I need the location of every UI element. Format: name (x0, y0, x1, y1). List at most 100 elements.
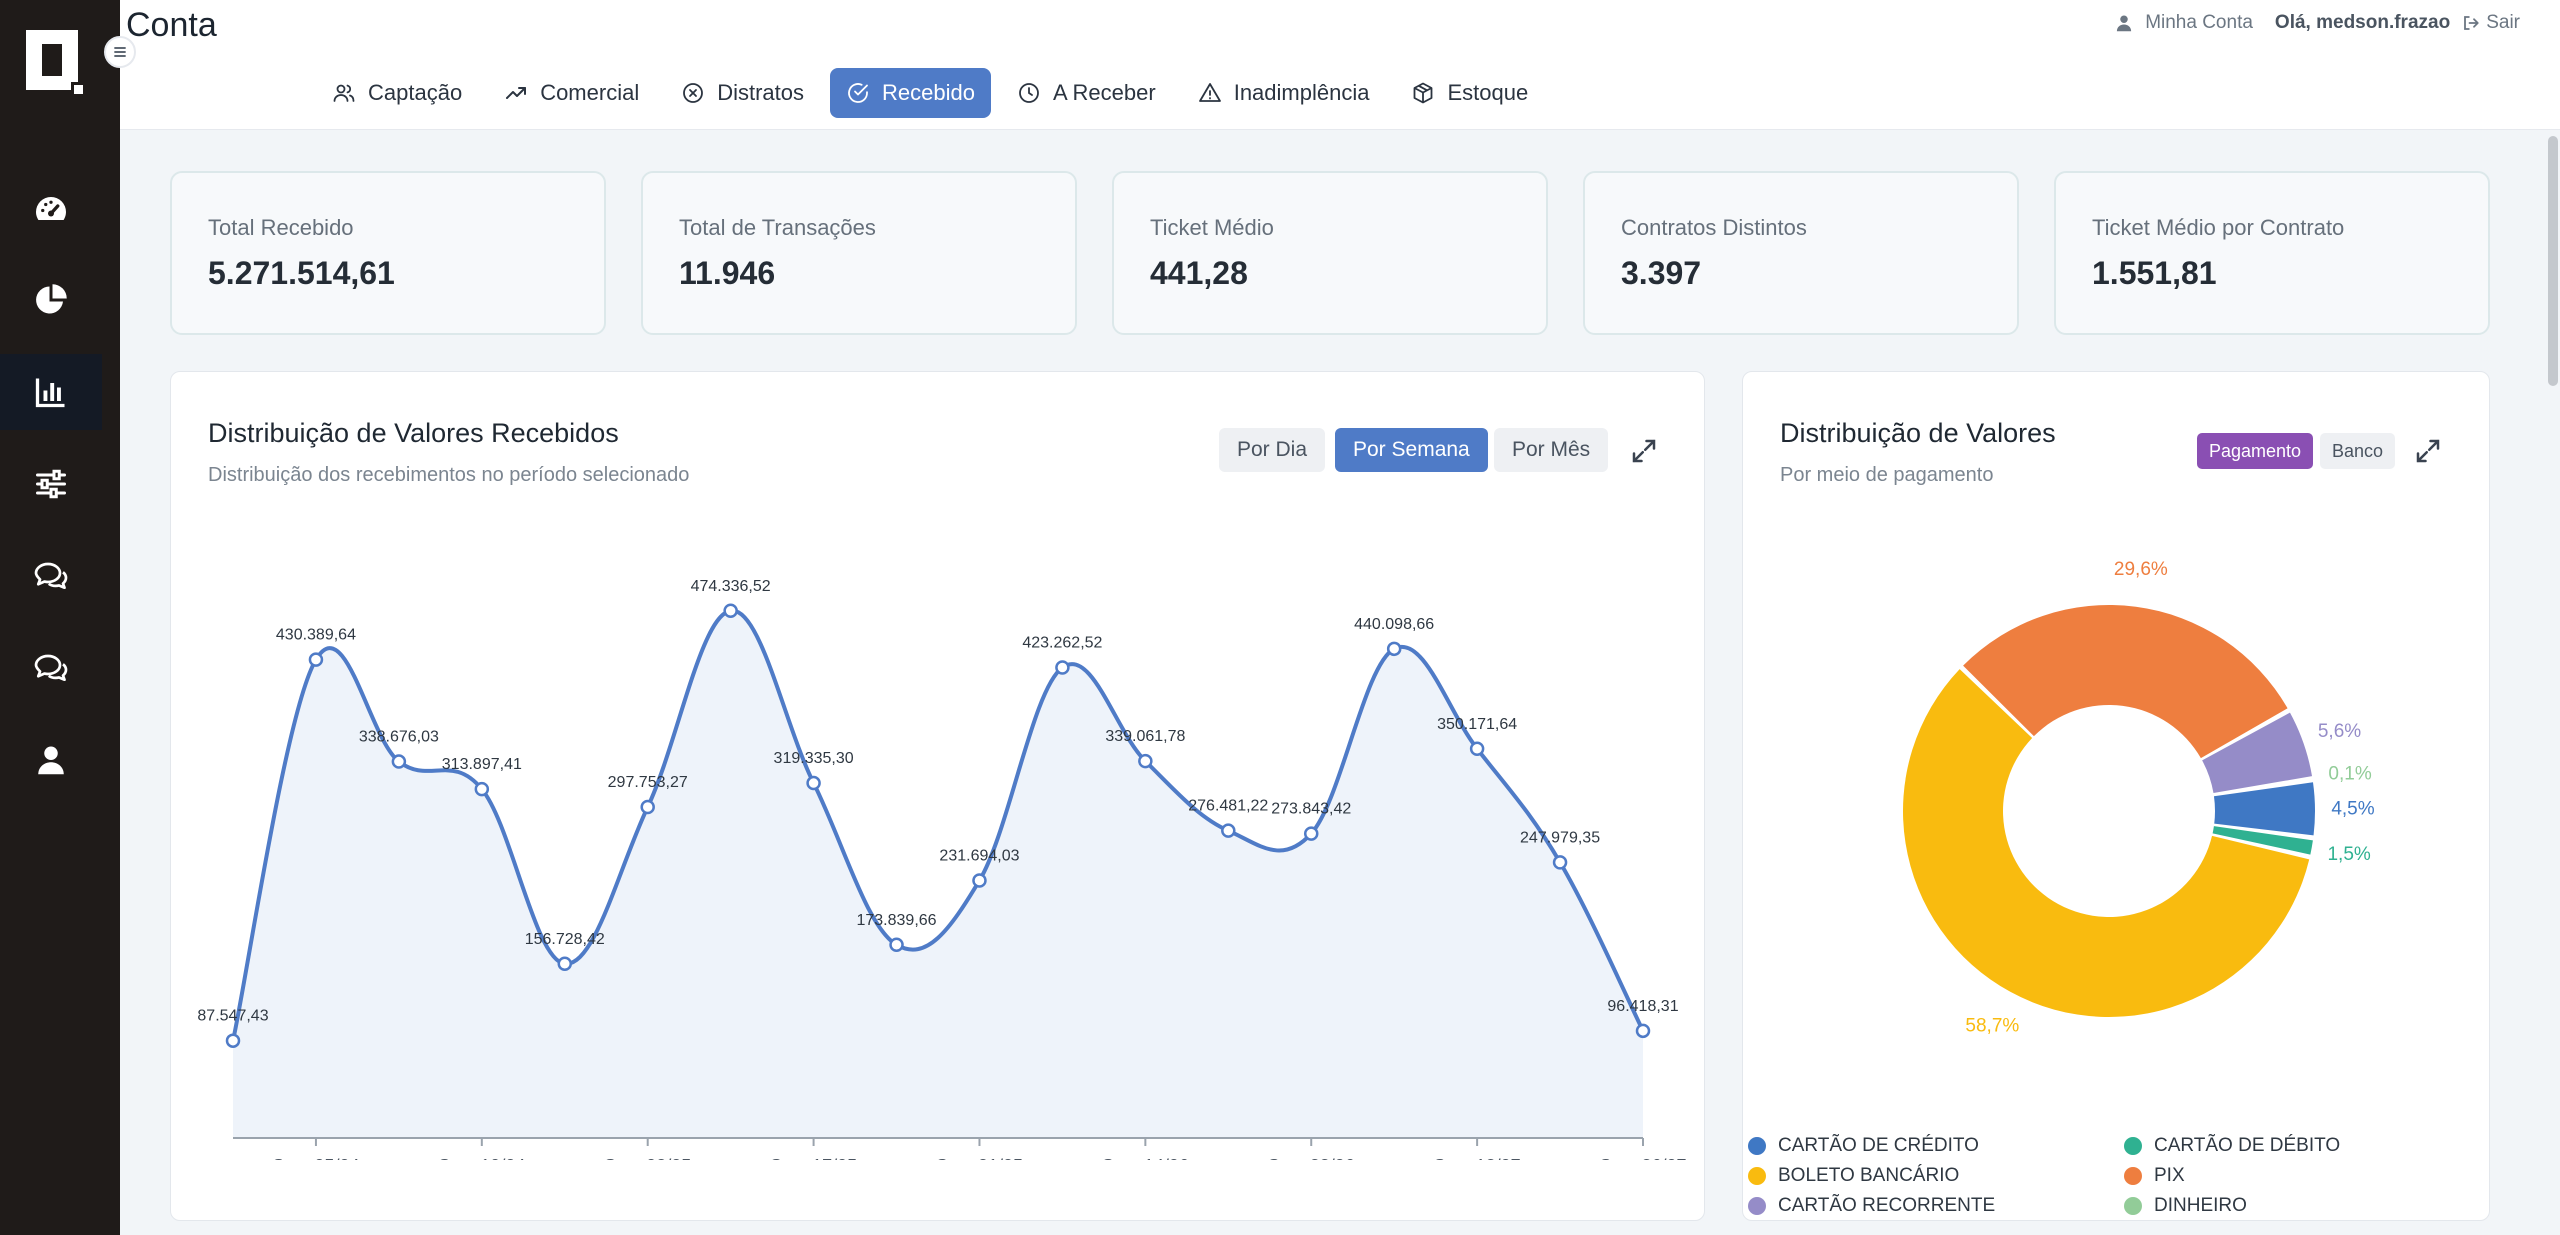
data-label: 313.897,41 (442, 756, 522, 773)
x-tick-label: Sem 31/05 (936, 1156, 1023, 1160)
scrollbar-track[interactable] (2546, 130, 2560, 1235)
tab-comercial[interactable]: Comercial (488, 68, 655, 118)
donut-legend: CARTÃO DE CRÉDITO CARTÃO DE DÉBITO BOLETO … (1748, 1134, 2528, 1218)
data-point[interactable] (1055, 660, 1070, 675)
donut-slice[interactable] (1903, 669, 2310, 1017)
warning-icon (1198, 83, 1221, 102)
sidebar-item-charts[interactable] (0, 354, 102, 430)
data-point[interactable] (1386, 641, 1402, 657)
legend-swatch (2124, 1197, 2142, 1215)
tab-estoque[interactable]: Estoque (1395, 68, 1544, 118)
pie-panel-title: Distribuição de Valores (1780, 418, 2056, 448)
kpi-value: 5.271.514,61 (208, 255, 395, 291)
donut-slice[interactable] (2213, 782, 2315, 836)
per-month-button[interactable]: Por Mês (1494, 428, 1609, 472)
data-point[interactable] (225, 1033, 241, 1048)
donut-slice[interactable] (1963, 605, 2288, 759)
sidebar-item-dashboard[interactable] (0, 171, 102, 247)
sidebar-item-user[interactable] (0, 722, 102, 798)
data-label: 96.418,31 (1607, 998, 1678, 1015)
data-label: 440.098,66 (1354, 616, 1434, 633)
chat-bubbles-icon (34, 654, 68, 682)
data-label: 247.979,35 (1520, 829, 1600, 846)
user-area: Minha Conta Olá, medson.frazao Sair (2115, 12, 2520, 34)
clock-icon (1019, 83, 1039, 103)
data-label: 87.547,43 (197, 1008, 268, 1025)
sidebar-item-messages[interactable] (0, 538, 102, 614)
tab-recebido[interactable]: Recebido (830, 68, 991, 118)
scrollbar-thumb[interactable] (2548, 136, 2558, 386)
data-label: 423.262,52 (1022, 635, 1102, 652)
tab-label: Distratos (717, 80, 805, 105)
data-label: 297.753,27 (608, 774, 688, 791)
data-point[interactable] (1469, 741, 1485, 757)
slice-label: 4,5% (2331, 798, 2374, 819)
data-point[interactable] (1138, 753, 1153, 769)
data-point[interactable] (308, 652, 324, 667)
legend-item[interactable]: DINHEIRO (2124, 1194, 2500, 1218)
tab-label: A Receber (1052, 80, 1156, 105)
kpi-value: 441,28 (1150, 255, 1248, 291)
data-point[interactable] (972, 873, 987, 888)
my-account-link[interactable]: Minha Conta (2145, 12, 2253, 33)
data-point[interactable] (1635, 1023, 1651, 1039)
sidebar-item-settings[interactable] (0, 446, 102, 522)
area-fill (233, 610, 1643, 1138)
kpi-value: 1.551,81 (2092, 255, 2217, 291)
x-tick-label: Sem 03/05 (604, 1156, 691, 1160)
legend-label: CARTÃO RECORRENTE (1778, 1195, 1996, 1216)
sidebar-toggle-button[interactable] (104, 36, 136, 68)
tab-label: Recebido (882, 80, 975, 105)
legend-item[interactable]: PIX (2124, 1164, 2500, 1188)
brand-logo[interactable] (26, 30, 86, 98)
data-point[interactable] (889, 937, 904, 953)
legend-swatch (2124, 1167, 2142, 1185)
logout-icon (2464, 16, 2479, 30)
sidebar-item-chat[interactable] (0, 630, 102, 706)
section-tabs: Captação Comercial Distratos Recebido A … (316, 68, 1544, 118)
data-point[interactable] (474, 781, 490, 797)
data-label: 350.171,64 (1437, 716, 1517, 733)
data-label: 231.694,03 (939, 847, 1019, 864)
data-label: 156.728,42 (525, 931, 605, 948)
payment-toggle-button[interactable]: Pagamento (2197, 433, 2314, 469)
pie-panel-subtitle: Por meio de pagamento (1780, 464, 1994, 486)
legend-item[interactable]: CARTÃO DE DÉBITO (2124, 1134, 2500, 1158)
kpi-value: 3.397 (1621, 255, 1702, 291)
data-point[interactable] (1221, 823, 1236, 838)
data-point[interactable] (391, 754, 407, 769)
line-panel-subtitle: Distribuição dos recebimentos no período… (208, 464, 690, 486)
tab-distratos[interactable]: Distratos (665, 68, 820, 118)
bank-toggle-button[interactable]: Banco (2320, 433, 2396, 469)
data-point[interactable] (1303, 826, 1319, 841)
top-header: Conta Minha Conta Olá, medson.frazao Sai… (120, 0, 2560, 130)
data-point[interactable] (557, 956, 573, 972)
sliders-icon (36, 469, 66, 499)
values-distribution-panel (1742, 371, 2490, 1221)
tab-inadimplencia[interactable]: Inadimplência (1182, 68, 1386, 118)
data-point[interactable] (1552, 855, 1568, 870)
kpi-card-ticket-medio: Ticket Médio 441,28 (1112, 171, 1548, 335)
data-point[interactable] (640, 799, 655, 815)
expand-icon[interactable] (1629, 436, 1659, 466)
tab-captacao[interactable]: Captação (316, 68, 478, 118)
sidebar-item-pie[interactable] (0, 262, 102, 338)
circle-x-icon (683, 83, 704, 103)
legend-swatch (2124, 1137, 2142, 1155)
per-week-button[interactable]: Por Semana (1335, 428, 1488, 472)
kpi-card-contratos-distintos: Contratos Distintos 3.397 (1583, 171, 2019, 335)
legend-item[interactable]: BOLETO BANCÁRIO (1748, 1164, 2124, 1188)
legend-item[interactable]: CARTÃO RECORRENTE (1748, 1194, 2124, 1218)
legend-item[interactable]: CARTÃO DE CRÉDITO (1748, 1134, 2124, 1158)
tab-a-receber[interactable]: A Receber (1001, 68, 1172, 118)
per-day-button[interactable]: Por Dia (1219, 428, 1326, 472)
data-point[interactable] (806, 775, 821, 791)
legend-label: CARTÃO DE CRÉDITO (1778, 1135, 1979, 1156)
donut-slice[interactable] (2212, 826, 2313, 855)
donut-slice[interactable] (2202, 712, 2313, 794)
logout-link[interactable]: Sair (2486, 12, 2520, 33)
tab-label: Comercial (540, 80, 640, 105)
data-point[interactable] (723, 603, 738, 619)
expand-icon[interactable] (2413, 436, 2443, 466)
kpi-label: Ticket Médio por Contrato (2092, 215, 2345, 240)
